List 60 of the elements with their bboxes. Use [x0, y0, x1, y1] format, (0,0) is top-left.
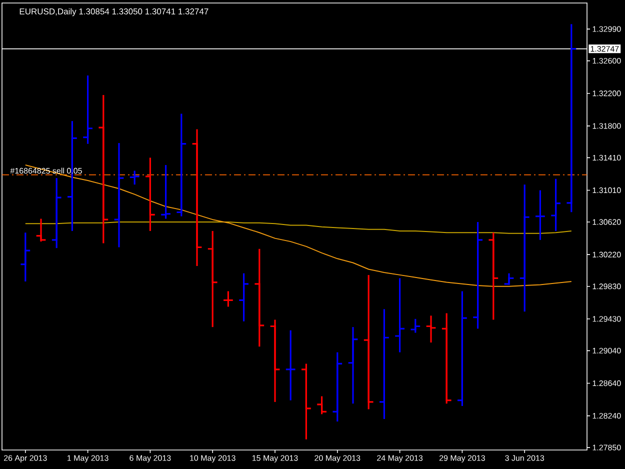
- candlestick: [566, 23, 577, 213]
- candlestick: [426, 314, 436, 344]
- candlestick: [488, 232, 499, 321]
- candlestick: [504, 272, 514, 286]
- candlestick: [300, 362, 312, 440]
- x-tick-label: 6 May 2013: [130, 455, 171, 462]
- y-tick-label: 1.31010: [592, 187, 621, 194]
- y-tick-label: 1.29040: [592, 348, 621, 354]
- y-tick-label: 1.27850: [592, 444, 621, 450]
- y-tick-label: 1.31410: [592, 154, 621, 161]
- y-tick-label: 1.32990: [592, 26, 621, 32]
- x-tick-label: 20 May 2013: [314, 455, 360, 462]
- candlestick: [456, 290, 468, 407]
- candlestick: [144, 156, 156, 232]
- y-tick-label: 1.28240: [592, 412, 621, 419]
- y-tick-label: 1.30620: [592, 219, 621, 225]
- candlestick: [176, 112, 187, 218]
- y-tick-label: 1.29430: [592, 316, 621, 322]
- y-tick-label: 1.28640: [592, 380, 621, 386]
- candlestick: [98, 94, 109, 244]
- candlestick: [378, 308, 390, 420]
- candlestick: [222, 290, 234, 308]
- candlestick: [20, 232, 31, 282]
- x-tick-label: 15 May 2013: [252, 455, 298, 462]
- candlestick: [332, 351, 343, 422]
- candlestick: [254, 248, 265, 348]
- candlestick: [160, 164, 172, 220]
- candlestick: [51, 177, 62, 249]
- candlestick: [363, 274, 374, 410]
- x-tick-label: 29 May 2013: [439, 455, 485, 462]
- candlestick: [472, 221, 484, 330]
- x-tick-label: 24 May 2013: [377, 455, 423, 462]
- y-tick-label: 1.31800: [592, 123, 621, 129]
- candlestick: [410, 318, 421, 334]
- y-tick-label: 1.32600: [592, 58, 621, 64]
- x-tick-label: 3 Jun 2013: [505, 455, 544, 461]
- candlestick: [534, 189, 546, 241]
- candlestick: [192, 128, 202, 267]
- candlestick: [82, 74, 94, 145]
- candlestick: [285, 330, 296, 402]
- y-tick-label: 1.32200: [592, 90, 621, 96]
- candlestick: [519, 184, 530, 312]
- candlestick: [550, 178, 562, 232]
- x-tick-label: 1 May 2013: [68, 455, 108, 462]
- candlestick: [114, 142, 124, 248]
- x-tick-label: 26 Apr 2013: [4, 455, 47, 462]
- ref-line-label: 1.32747: [590, 46, 619, 52]
- candlestick: [36, 218, 46, 242]
- y-tick-label: 1.30220: [592, 252, 621, 258]
- candlestick: [238, 272, 250, 322]
- candlestick: [394, 277, 406, 354]
- candlestick: [270, 318, 280, 403]
- candlestick: [129, 170, 140, 186]
- candlestick: [441, 312, 452, 404]
- candlestick: [207, 230, 218, 328]
- candlestick: [348, 326, 358, 404]
- text: EURUSD,Daily 1.30854 1.33050 1.30741 1.32747: [20, 8, 208, 16]
- x-tick-label: 10 May 2013: [190, 455, 236, 462]
- candlestick: [316, 395, 328, 415]
- y-tick-label: 1.29830: [592, 284, 621, 290]
